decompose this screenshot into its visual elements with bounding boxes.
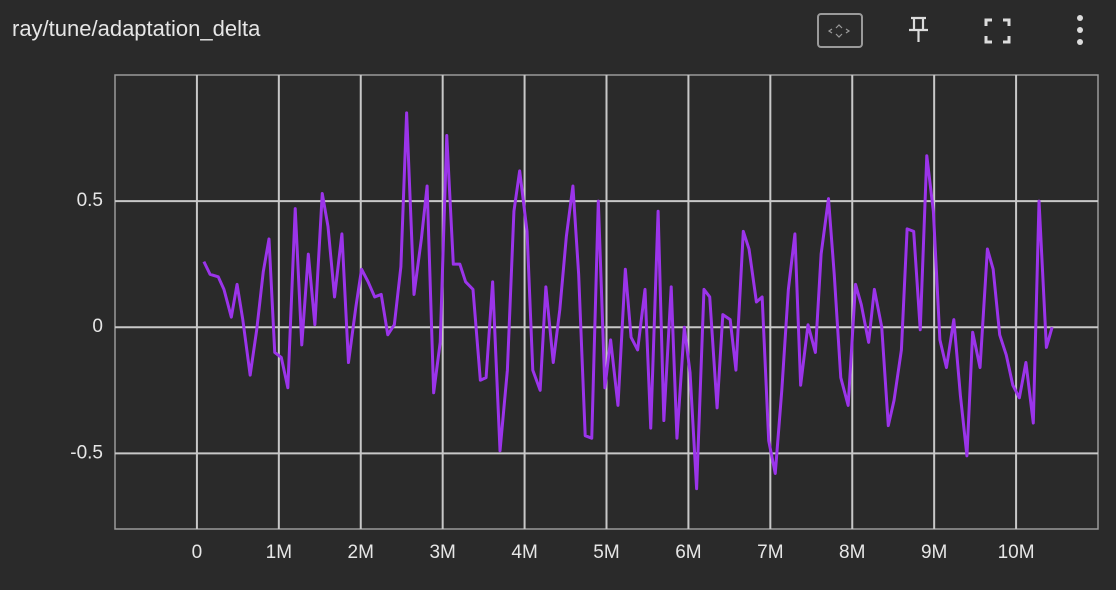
fullscreen-icon[interactable] — [984, 18, 1011, 44]
fit-domain-icon[interactable] — [817, 13, 863, 48]
more-menu-icon[interactable] — [1077, 15, 1083, 45]
y-tick-label: 0 — [92, 316, 103, 337]
y-tick-label: 0.5 — [77, 190, 103, 211]
chart-title: ray/tune/adaptation_delta — [12, 16, 261, 41]
x-tick-label: 3M — [429, 542, 455, 563]
plot-area: -0.5 0 0.5 0 1M 2M 3M 4M 5M 6M 7M 8M 9M 10M — [70, 74, 1099, 563]
pin-icon[interactable] — [909, 16, 928, 42]
x-tick-label: 5M — [593, 542, 619, 563]
data-line — [202, 111, 1054, 491]
x-tick-label: 4M — [511, 542, 537, 563]
x-tick-label: 0 — [192, 542, 203, 563]
x-tick-label: 2M — [348, 542, 374, 563]
x-tick-label: 7M — [757, 542, 783, 563]
x-tick-label: 8M — [839, 542, 865, 563]
x-tick-label: 9M — [921, 542, 947, 563]
x-tick-label: 6M — [675, 542, 701, 563]
x-tick-label: 1M — [266, 542, 292, 563]
y-tick-label: -0.5 — [70, 442, 103, 463]
x-tick-label: 10M — [998, 542, 1035, 563]
